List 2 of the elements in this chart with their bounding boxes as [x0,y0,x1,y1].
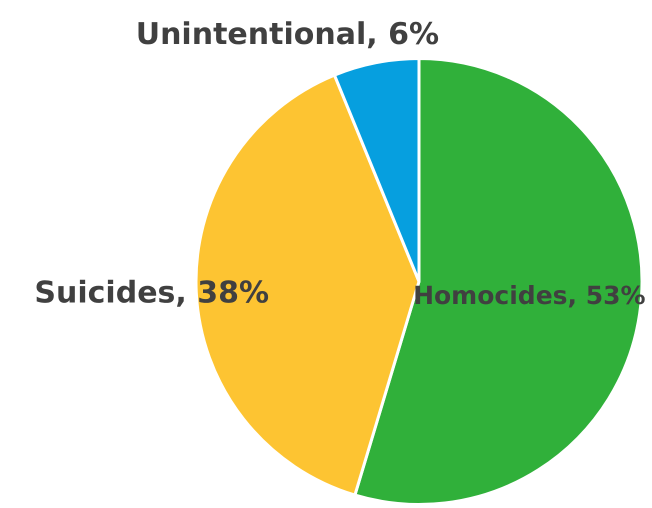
slice-label: Suicides, 38% [34,275,270,310]
slice-label: Unintentional, 6% [136,17,439,52]
